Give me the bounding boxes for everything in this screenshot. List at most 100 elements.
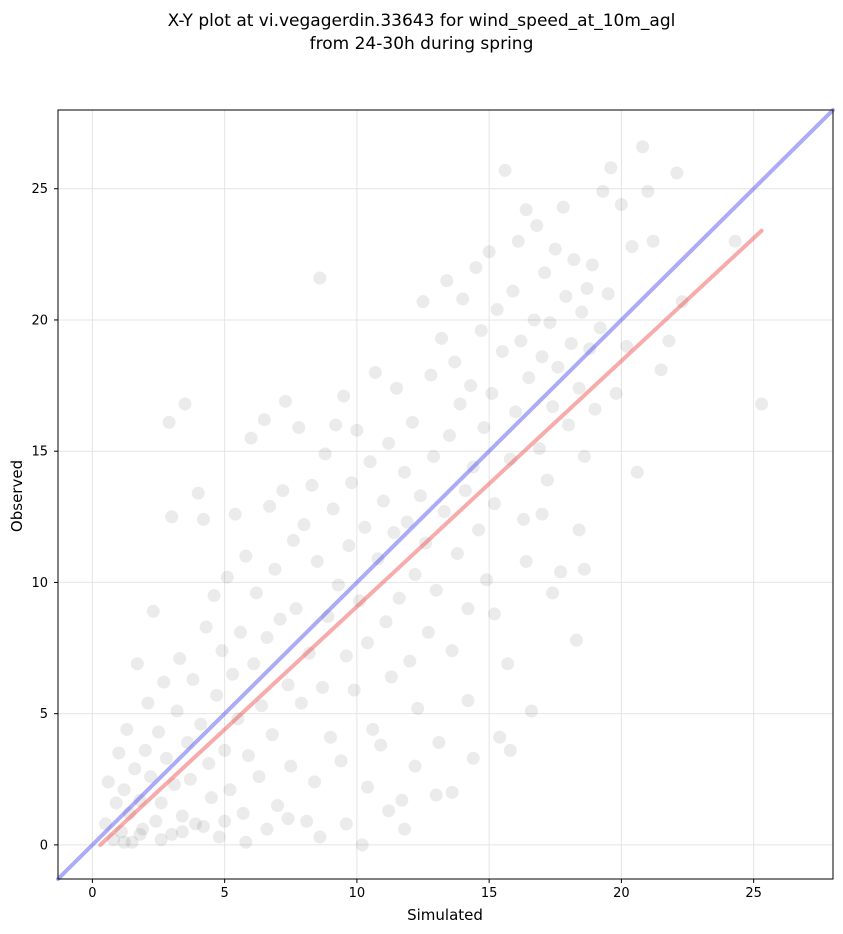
data-point	[220, 570, 234, 584]
data-point	[191, 486, 205, 500]
data-point	[186, 673, 200, 687]
data-point	[321, 610, 335, 624]
data-point	[125, 835, 139, 849]
data-point	[501, 657, 515, 671]
data-point	[519, 554, 533, 568]
data-point	[202, 757, 216, 771]
data-point	[271, 799, 285, 813]
data-point	[276, 484, 290, 498]
data-point	[334, 754, 348, 768]
data-point	[165, 827, 179, 841]
data-point	[170, 704, 184, 718]
data-point	[435, 331, 449, 345]
data-point	[588, 402, 602, 416]
data-point	[353, 594, 367, 608]
data-point	[469, 260, 483, 274]
data-point	[517, 512, 531, 526]
data-point	[646, 234, 660, 248]
data-point	[641, 184, 655, 198]
data-point	[313, 830, 327, 844]
data-point	[289, 602, 303, 616]
data-point	[466, 751, 480, 765]
data-point	[630, 465, 644, 479]
plot-frame	[57, 109, 834, 880]
data-point	[464, 379, 478, 393]
data-point	[101, 775, 115, 789]
data-point	[487, 497, 501, 511]
data-point	[159, 751, 173, 765]
data-point	[196, 512, 210, 526]
data-point	[297, 518, 311, 532]
y-tick-label: 5	[40, 707, 48, 722]
data-point	[273, 612, 287, 626]
data-point	[498, 163, 512, 177]
data-point	[133, 827, 147, 841]
data-point	[424, 368, 438, 382]
data-point	[141, 696, 155, 710]
data-point	[413, 489, 427, 503]
y-tick-label: 25	[31, 182, 48, 197]
data-point	[620, 339, 634, 353]
data-point	[107, 833, 121, 847]
data-point	[257, 413, 271, 427]
data-point	[601, 287, 615, 301]
data-point	[527, 313, 541, 327]
data-point	[154, 833, 168, 847]
data-point	[561, 418, 575, 432]
data-point	[138, 743, 152, 757]
data-point	[239, 549, 253, 563]
data-point	[162, 415, 176, 429]
data-point	[207, 589, 221, 603]
data-point	[546, 586, 560, 600]
data-point	[363, 455, 377, 469]
data-point	[278, 394, 292, 408]
data-point	[580, 281, 594, 295]
y-axis-label: Observed	[8, 460, 26, 532]
data-point	[572, 381, 586, 395]
data-point	[506, 284, 520, 298]
data-point	[302, 646, 316, 660]
data-point	[379, 615, 393, 629]
data-point	[429, 583, 443, 597]
data-point	[146, 604, 160, 618]
data-point	[260, 822, 274, 836]
data-point	[450, 547, 464, 561]
data-point	[493, 730, 507, 744]
data-point	[583, 342, 597, 356]
data-point	[535, 350, 549, 364]
data-point	[474, 323, 488, 337]
data-point	[345, 476, 359, 490]
data-point	[593, 321, 607, 335]
data-point	[323, 730, 337, 744]
data-point	[524, 704, 538, 718]
data-point	[366, 722, 380, 736]
data-point	[263, 499, 277, 513]
data-point	[228, 507, 242, 521]
data-point	[487, 607, 501, 621]
data-point	[654, 363, 668, 377]
data-point	[585, 258, 599, 272]
axis-ticks: 0 5 10 15 20 25 0 5 10 15 20 25	[31, 182, 761, 901]
data-point	[503, 452, 517, 466]
data-point	[479, 573, 493, 587]
data-point	[522, 371, 536, 385]
data-point	[152, 725, 166, 739]
data-point	[662, 334, 676, 348]
data-point	[461, 694, 475, 708]
data-point	[376, 494, 390, 508]
data-point	[212, 830, 226, 844]
grid	[58, 110, 833, 879]
data-point	[543, 316, 557, 330]
data-point	[99, 817, 113, 831]
data-point	[183, 772, 197, 786]
data-point	[318, 447, 332, 461]
data-point	[392, 591, 406, 605]
data-point	[231, 712, 245, 726]
data-point	[226, 667, 240, 681]
data-point	[567, 253, 581, 267]
data-point	[305, 478, 319, 492]
data-point	[382, 436, 396, 450]
data-point	[165, 510, 179, 524]
data-point	[466, 460, 480, 474]
data-point	[419, 536, 433, 550]
